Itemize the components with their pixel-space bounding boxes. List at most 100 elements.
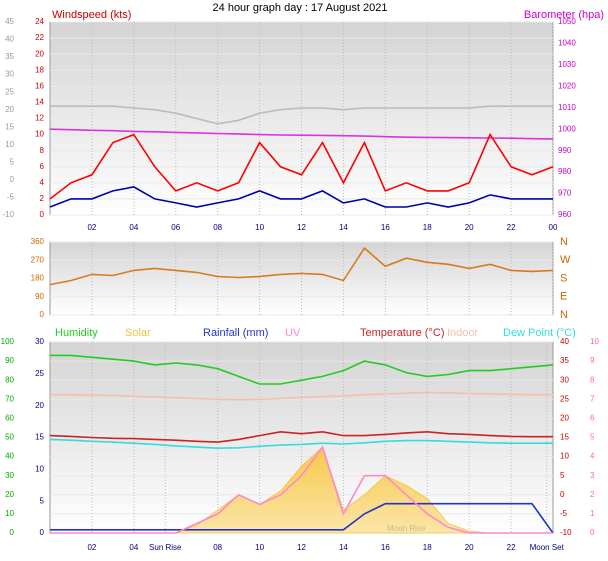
y-tick-label: 60 — [5, 414, 14, 423]
y3-tick-label: 20 — [5, 105, 14, 114]
y-tick-label: 270 — [31, 255, 45, 264]
x-tick-label: 02 — [87, 223, 96, 232]
y3-tick-label: 35 — [560, 356, 569, 365]
x-tick-label: Sun Rise — [149, 543, 182, 552]
series-line — [50, 445, 553, 534]
y4-tick-label: 2 — [590, 490, 595, 499]
y3-tick-label: 20 — [560, 414, 569, 423]
y3-tick-label: 40 — [560, 337, 569, 346]
y2-tick-label: 1000 — [558, 124, 576, 133]
y-tick-label: 18 — [35, 65, 44, 74]
y-tick-label: 6 — [40, 162, 45, 171]
series-line — [49, 246, 554, 286]
y-tick-label: 360 — [31, 237, 45, 246]
y3-tick-label: 0 — [10, 175, 15, 184]
y-tick-label: 0 — [40, 310, 45, 319]
y-tick-label: 10 — [5, 509, 14, 518]
y-tick-label: 8 — [40, 146, 45, 155]
x-tick-label: 02 — [87, 543, 96, 552]
y-tick-label: 100 — [1, 337, 15, 346]
y-tick-label: 14 — [35, 98, 44, 107]
y4-tick-label: 7 — [590, 394, 595, 403]
series-line — [50, 105, 553, 125]
x-tick-label: 08 — [213, 543, 222, 552]
y-tick-label: 30 — [5, 471, 14, 480]
y2-tick-label: 1040 — [558, 39, 576, 48]
y3-tick-label: -5 — [560, 509, 568, 518]
y4-tick-label: 6 — [590, 414, 595, 423]
y-tick-label: 16 — [35, 81, 44, 90]
x-tick-label: 20 — [465, 543, 474, 552]
x-tick-label: 12 — [297, 223, 306, 232]
x-tick-label: 06 — [171, 223, 180, 232]
y-tick-label: 90 — [35, 292, 44, 301]
legend-entry: Solar — [125, 327, 151, 339]
y3-tick-label: 5 — [560, 471, 565, 480]
y2-tick-label: 960 — [558, 210, 572, 219]
y3-tick-label: 5 — [10, 157, 15, 166]
y-tick-label: 12 — [35, 114, 44, 123]
y2-tick-label: 25 — [35, 369, 44, 378]
compass-label: W — [560, 254, 571, 266]
compass-label: S — [560, 272, 567, 284]
y2-tick-label: 1020 — [558, 81, 576, 90]
y4-tick-label: 0 — [590, 528, 595, 537]
y2-tick-label: 990 — [558, 146, 572, 155]
y4-tick-label: 4 — [590, 452, 595, 461]
y3-tick-label: 30 — [5, 70, 14, 79]
y-tick-label: 40 — [5, 452, 14, 461]
y4-tick-label: 9 — [590, 356, 595, 365]
series-line — [50, 502, 554, 534]
x-tick-label: 04 — [129, 223, 138, 232]
series-line — [50, 391, 553, 401]
y-tick-label: 0 — [10, 528, 15, 537]
legend-entry: UV — [285, 327, 301, 339]
y3-tick-label: 15 — [560, 433, 569, 442]
x-tick-label: 14 — [339, 543, 348, 552]
y3-tick-label: 25 — [560, 394, 569, 403]
y-tick-label: 4 — [40, 178, 45, 187]
legend-entry: Rainfall (mm) — [203, 327, 268, 339]
x-tick-label: 22 — [507, 543, 516, 552]
compass-label: N — [560, 236, 568, 248]
x-tick-label: 18 — [423, 223, 432, 232]
y2-tick-label: 5 — [40, 496, 45, 505]
y2-tick-label: 15 — [35, 433, 44, 442]
y-tick-label: 22 — [35, 33, 44, 42]
x-tick-label: 16 — [381, 223, 390, 232]
y-tick-label: 24 — [35, 17, 44, 26]
series-line — [49, 186, 553, 208]
y2-tick-label: 1030 — [558, 60, 576, 69]
y2-tick-label: 10 — [35, 464, 44, 473]
x-tick-label: 16 — [381, 543, 390, 552]
y4-tick-label: 8 — [590, 375, 595, 384]
series-line — [49, 132, 554, 200]
y3-tick-label: 10 — [5, 140, 14, 149]
x-tick-label: 10 — [255, 223, 264, 232]
legend-entry: Dew Point (°C) — [503, 327, 576, 339]
y2-tick-label: 30 — [35, 337, 44, 346]
annotation: Moon Rise — [387, 524, 426, 533]
y2-tick-label: 0 — [40, 528, 45, 537]
x-tick-label: 22 — [507, 223, 516, 232]
y2-tick-label: 1010 — [558, 103, 576, 112]
x-tick-label: 12 — [297, 543, 306, 552]
y-tick-label: 70 — [5, 394, 14, 403]
legend-entry: Temperature (°C) — [360, 327, 444, 339]
x-tick-label: 14 — [339, 223, 348, 232]
y3-tick-label: 0 — [560, 490, 565, 499]
y3-tick-label: 40 — [5, 35, 14, 44]
x-tick-label: 10 — [255, 543, 264, 552]
y-tick-label: 50 — [5, 433, 14, 442]
legend-entry: Indoor — [447, 327, 479, 339]
y3-tick-label: 30 — [560, 375, 569, 384]
x-tick-label: 20 — [465, 223, 474, 232]
chart-title: 24 hour graph day : 17 August 2021 — [213, 2, 388, 14]
y-tick-label: 20 — [5, 490, 14, 499]
series-line — [49, 430, 553, 443]
y4-tick-label: 5 — [590, 433, 595, 442]
compass-label: N — [560, 309, 568, 321]
y3-tick-label: 15 — [5, 122, 14, 131]
y3-tick-label: 35 — [5, 52, 14, 61]
